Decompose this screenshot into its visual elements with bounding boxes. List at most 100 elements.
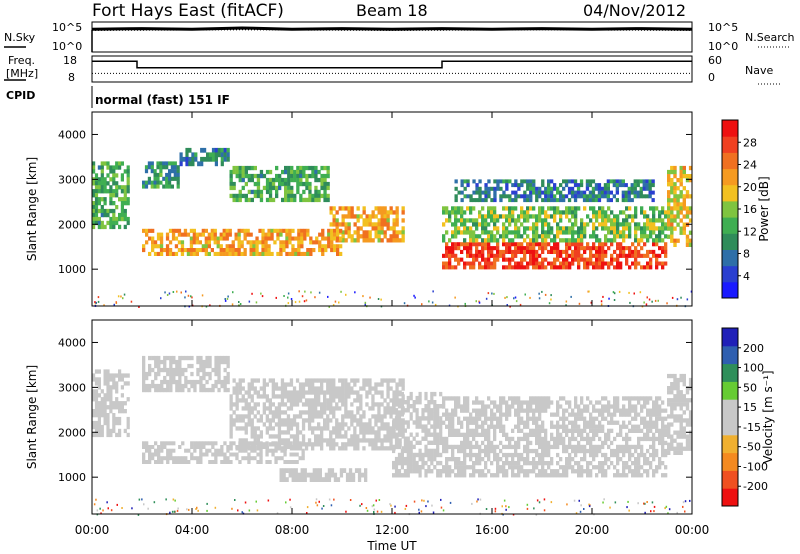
echo-cell (112, 224, 116, 230)
echo-cell (409, 395, 413, 401)
echo-cell (547, 396, 551, 401)
echo-cell (619, 473, 623, 478)
echo-cell (541, 210, 545, 215)
echo-cell (436, 412, 440, 417)
echo-cell (150, 161, 154, 166)
echo-cell (496, 465, 500, 470)
echo-cell (145, 383, 149, 389)
echo-cell (192, 251, 196, 256)
echo-cell (652, 452, 656, 458)
echo-cell (604, 469, 608, 474)
echo-cell (371, 414, 375, 419)
echo-cell (553, 440, 557, 446)
echo-cell (178, 375, 182, 381)
power-ylabel: Slant Range [km] (25, 157, 39, 261)
echo-cell (150, 180, 154, 185)
echo-cell (493, 444, 497, 450)
echo-cell (562, 420, 566, 425)
echo-cell (265, 441, 269, 446)
echo-cell (312, 468, 316, 473)
echo-cell (448, 238, 452, 243)
echo-cell (109, 401, 113, 406)
echo-cell (364, 477, 368, 482)
echo-cell (463, 416, 467, 421)
echo-cell (256, 185, 261, 191)
noise-cell (600, 300, 603, 303)
echo-cell (199, 367, 203, 373)
echo-cell (607, 226, 611, 231)
noise-cell (244, 501, 247, 504)
echo-cell (571, 222, 575, 227)
echo-cell (157, 359, 161, 365)
echo-cell (679, 430, 683, 435)
echo-cell (238, 438, 242, 443)
echo-cell (667, 194, 671, 199)
echo-cell (297, 244, 301, 249)
echo-cell (317, 386, 321, 391)
echo-cell (631, 214, 635, 219)
nave-label: Nave (745, 64, 773, 77)
echo-cell (633, 194, 637, 199)
echo-cell (261, 251, 265, 256)
echo-cell (253, 414, 257, 419)
echo-cell (172, 379, 176, 385)
echo-cell (249, 240, 253, 245)
noise-cell (306, 506, 309, 509)
echo-cell (460, 404, 464, 409)
echo-cell (475, 408, 479, 413)
echo-cell (298, 390, 303, 395)
echo-cell (613, 214, 617, 219)
echo-cell (642, 183, 646, 188)
echo-cell (103, 397, 107, 402)
echo-cell (451, 396, 455, 401)
echo-cell (250, 382, 254, 387)
echo-cell (532, 396, 536, 401)
echo-cell (323, 418, 327, 423)
echo-cell (203, 156, 207, 162)
echo-cell (664, 222, 668, 227)
echo-cell (380, 222, 384, 227)
echo-cell (332, 430, 336, 435)
echo-cell (622, 461, 626, 466)
echo-cell (229, 402, 233, 407)
freq-strip-frame (91, 55, 693, 83)
echo-cell (445, 412, 449, 417)
echo-cell (321, 244, 325, 249)
echo-cell (103, 224, 107, 230)
echo-cell (253, 402, 257, 407)
echo-cell (526, 440, 530, 446)
echo-cell (550, 214, 554, 219)
echo-cell (532, 257, 536, 262)
echo-cell (634, 230, 638, 235)
echo-cell (304, 446, 309, 451)
echo-cell (580, 226, 584, 231)
echo-cell (297, 240, 301, 245)
echo-cell (442, 210, 446, 215)
echo-cell (292, 398, 297, 403)
echo-cell (433, 412, 437, 417)
echo-cell (397, 400, 402, 405)
echo-cell (103, 420, 107, 426)
echo-cell (646, 473, 650, 478)
echo-cell (196, 367, 200, 373)
echo-cell (238, 189, 242, 195)
echo-cell (144, 165, 149, 170)
noise-cell (255, 301, 258, 304)
echo-cell (565, 461, 569, 466)
echo-cell (174, 236, 179, 241)
echo-cell (469, 452, 473, 458)
echo-cell (314, 434, 318, 439)
echo-cell (395, 222, 399, 227)
echo-cell (120, 373, 124, 378)
echo-cell (196, 445, 200, 449)
echo-cell (235, 173, 239, 179)
echo-cell (268, 378, 272, 383)
echo-cell (595, 416, 599, 421)
echo-cell (160, 367, 164, 373)
echo-cell (439, 428, 443, 433)
echo-cell (109, 432, 113, 438)
echo-cell (118, 224, 122, 230)
echo-cell (175, 379, 179, 385)
echo-cell (582, 198, 587, 203)
echo-cell (181, 383, 185, 389)
